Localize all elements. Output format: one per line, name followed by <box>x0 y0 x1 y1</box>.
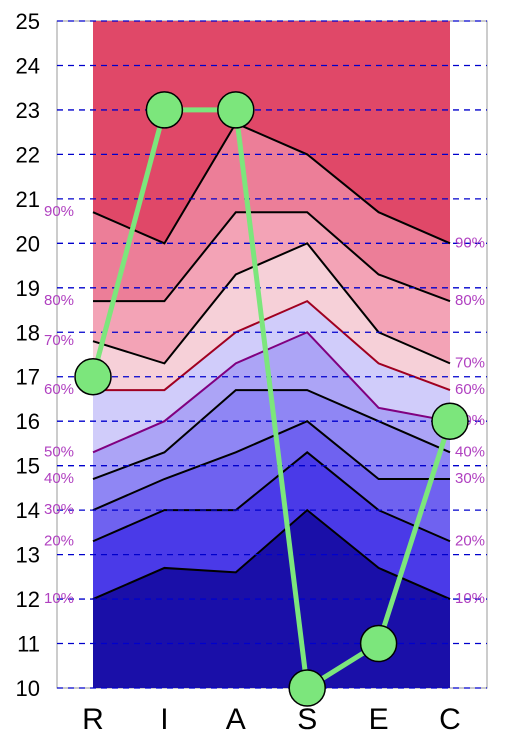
y-tick-labels: 10 11 12 13 14 15 16 17 18 19 20 21 22 23 24 25 <box>16 9 40 701</box>
y-tick-label: 23 <box>16 98 40 123</box>
band-area-4 <box>93 332 450 480</box>
percentile-label-left: 60% <box>44 381 74 398</box>
percentile-line-30% <box>92 420 450 512</box>
percentile-label-right: 20% <box>455 532 485 549</box>
series-line <box>90 107 453 693</box>
percentile-line-60% <box>93 299 451 392</box>
band-area-2 <box>93 421 450 542</box>
band-area-1 <box>93 452 450 600</box>
percentile-label-right: 90% <box>455 234 485 251</box>
percentile-line-90% <box>92 122 451 245</box>
percentile-label-left: 70% <box>44 332 74 349</box>
y-tick-label: 19 <box>16 276 40 301</box>
percentile-labels-left: 10% 20% 30% 40% 50% 60% 70% 80% 90% <box>44 203 74 607</box>
percentile-label-right: 70% <box>455 354 485 371</box>
y-tick-label: 14 <box>16 498 40 523</box>
percentile-line-50% <box>92 331 451 454</box>
percentile-label-right: 80% <box>455 292 485 309</box>
y-tick-label: 15 <box>16 454 40 479</box>
y-tick-label: 13 <box>16 543 40 568</box>
series-point-A <box>217 91 255 129</box>
x-tick-label: A <box>226 703 246 736</box>
series-point-R <box>74 357 112 396</box>
percentile-line-80% <box>93 211 451 303</box>
percentile-label-right: 60% <box>455 381 485 398</box>
y-tick-label: 21 <box>16 187 40 212</box>
x-tick-label: C <box>439 703 461 736</box>
y-tick-label: 25 <box>16 9 40 34</box>
y-tick-label: 16 <box>16 409 40 434</box>
band-area-7 <box>93 212 450 364</box>
percentile-label-left: 50% <box>44 443 74 460</box>
percentile-label-left: 90% <box>44 203 74 220</box>
y-tick-label: 11 <box>17 632 40 657</box>
x-tick-label: I <box>160 703 168 736</box>
y-tick-label: 17 <box>16 365 40 390</box>
x-tick-label: S <box>297 703 317 736</box>
series-point-S <box>288 669 326 707</box>
x-tick-label: R <box>82 703 104 736</box>
y-tick-label: 24 <box>16 53 40 78</box>
percentile-label-left: 10% <box>44 590 74 607</box>
x-tick-label: E <box>369 703 389 736</box>
y-tick-label: 20 <box>16 231 40 256</box>
percentile-line-70% <box>92 242 451 365</box>
percentile-label-right: 30% <box>455 470 485 487</box>
percentile-labels-right: 10%20%30%40%50%60%70%80%90% <box>455 234 485 607</box>
y-tick-label: 10 <box>16 676 40 701</box>
percentile-label-left: 40% <box>44 470 74 487</box>
percentile-line-20% <box>92 451 451 543</box>
y-tick-label: 12 <box>16 587 40 612</box>
score-series <box>74 91 469 707</box>
percentile-label-right: 40% <box>455 443 485 460</box>
series-point-I <box>145 91 184 129</box>
percentile-lines <box>92 122 451 600</box>
series-point-C <box>431 402 469 440</box>
band-area-3 <box>93 390 450 511</box>
y-tick-label: 18 <box>16 320 40 345</box>
percentile-label-left: 20% <box>44 532 74 549</box>
y-tick-label: 22 <box>16 142 40 167</box>
series-point-E <box>359 624 398 663</box>
percentile-line-10% <box>92 508 451 600</box>
percentile-label-left: 80% <box>44 292 74 309</box>
band-area-9 <box>93 21 450 244</box>
percentile-label-right: 10% <box>455 590 485 607</box>
percentile-label-left: 30% <box>44 501 74 518</box>
